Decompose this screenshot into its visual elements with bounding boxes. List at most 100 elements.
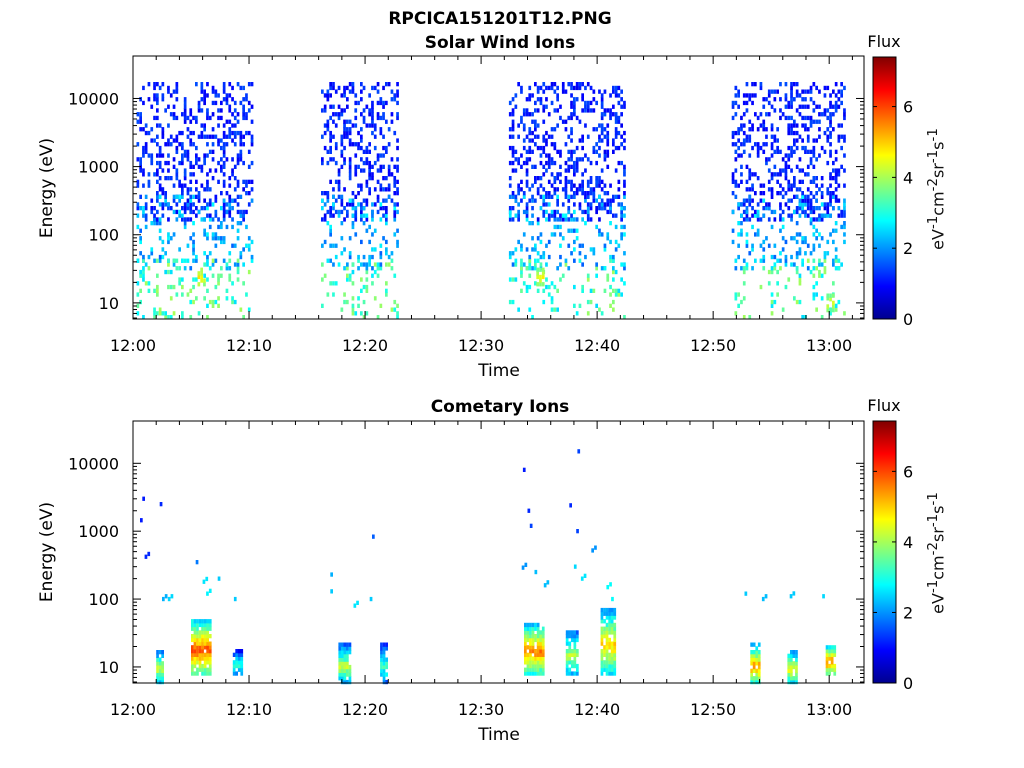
heatmap-cell — [208, 149, 212, 154]
heatmap-cell — [826, 239, 830, 245]
heatmap-cell — [346, 679, 349, 685]
heatmap-cell — [214, 93, 218, 98]
heatmap-cell — [337, 172, 341, 177]
heatmap-cell — [564, 191, 568, 196]
heatmap-cell — [528, 198, 532, 203]
heatmap-cell — [745, 100, 749, 106]
heatmap-cell — [606, 585, 610, 590]
heatmap-cell — [172, 157, 176, 162]
heatmap-cell — [525, 97, 529, 102]
heatmap-cell — [734, 85, 738, 91]
heatmap-cell — [834, 108, 838, 113]
heatmap-cell — [183, 104, 187, 109]
heatmap-cell — [197, 274, 201, 280]
heatmap-cell — [570, 179, 573, 184]
heatmap-cell — [578, 202, 582, 207]
heatmap-cell — [247, 82, 251, 87]
heatmap-cell — [529, 667, 532, 672]
heatmap-cell — [526, 660, 530, 665]
heatmap-cell — [573, 149, 576, 154]
heatmap-cell — [787, 668, 791, 673]
heatmap-cell — [167, 153, 170, 158]
heatmap-cell — [779, 251, 782, 256]
heatmap-cell — [362, 299, 366, 305]
heatmap-cell — [329, 115, 332, 121]
heatmap-cell — [592, 251, 596, 256]
heatmap-cell — [153, 93, 156, 98]
heatmap-cell — [570, 130, 573, 136]
heatmap-cell — [598, 307, 601, 312]
heatmap-cell — [834, 187, 838, 192]
heatmap-cell — [804, 149, 807, 154]
heatmap-cell — [567, 168, 571, 173]
heatmap-cell — [620, 123, 623, 128]
heatmap-cell — [781, 112, 785, 117]
heatmap-cell — [181, 206, 184, 211]
heatmap-cell — [326, 209, 330, 215]
heatmap-cell — [203, 656, 207, 661]
heatmap-cell — [801, 198, 804, 203]
heatmap-cell — [334, 123, 338, 128]
heatmap-cell — [178, 160, 181, 166]
heatmap-cell — [531, 663, 535, 669]
heatmap-cell — [550, 307, 554, 312]
heatmap-cell — [214, 243, 218, 248]
heatmap-cell — [830, 652, 834, 657]
heatmap-cell — [529, 649, 532, 654]
heatmap-cell — [784, 97, 788, 102]
heatmap-cell — [524, 622, 527, 628]
heatmap-cell — [737, 221, 740, 226]
heatmap-cell — [164, 194, 167, 199]
heatmap-cell — [193, 634, 197, 639]
heatmap-cell — [837, 183, 841, 188]
heatmap-cell — [511, 191, 515, 196]
heatmap-cell — [368, 239, 371, 245]
heatmap-cell — [592, 127, 596, 132]
y-tick-label: 100 — [88, 590, 119, 609]
heatmap-cell — [379, 153, 383, 158]
heatmap-cell — [806, 172, 810, 177]
heatmap-cell — [511, 160, 515, 166]
heatmap-cell — [603, 191, 607, 196]
heatmap-cell — [609, 254, 612, 260]
heatmap-cell — [793, 296, 796, 301]
heatmap-cell — [373, 127, 377, 132]
heatmap-cell — [225, 262, 229, 267]
heatmap-cell — [511, 145, 515, 151]
heatmap-cell — [373, 247, 377, 252]
heatmap-cell — [196, 634, 199, 639]
heatmap-cell — [136, 303, 140, 308]
heatmap-cell — [225, 266, 229, 271]
heatmap-cell — [231, 206, 234, 211]
heatmap-cell — [178, 198, 181, 203]
heatmap-cell — [823, 85, 827, 91]
heatmap-cell — [784, 191, 788, 196]
heatmap-cell — [575, 160, 579, 166]
heatmap-cell — [531, 626, 535, 631]
heatmap-cell — [536, 85, 540, 91]
heatmap-cell — [382, 198, 385, 203]
heatmap-cell — [346, 266, 349, 271]
heatmap-cell — [539, 232, 543, 237]
heatmap-cell — [581, 288, 584, 293]
heatmap-cell — [346, 277, 349, 282]
heatmap-cell — [340, 198, 344, 203]
heatmap-cell — [222, 206, 226, 211]
heatmap-cell — [784, 160, 788, 166]
heatmap-cell — [393, 307, 397, 312]
heatmap-cell — [737, 89, 740, 94]
heatmap-cell — [750, 642, 753, 647]
heatmap-cell — [214, 198, 218, 203]
heatmap-cell — [765, 134, 768, 139]
heatmap-cell — [520, 258, 523, 263]
heatmap-cell — [837, 266, 841, 271]
heatmap-cell — [748, 168, 752, 173]
heatmap-cell — [605, 645, 609, 650]
heatmap-cell — [750, 676, 753, 681]
heatmap-cell — [539, 278, 542, 283]
heatmap-cell — [382, 657, 386, 662]
heatmap-cell — [346, 209, 349, 215]
heatmap-cell — [379, 100, 383, 106]
heatmap-cell — [217, 224, 220, 230]
heatmap-cell — [201, 641, 204, 646]
